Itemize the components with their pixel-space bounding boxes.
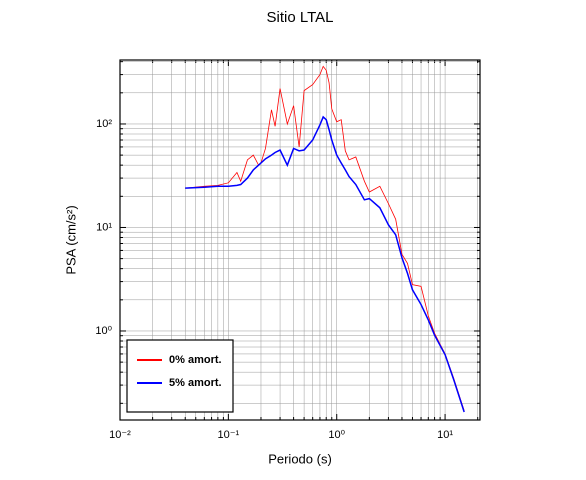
legend-label: 5% amort. — [169, 377, 222, 389]
series-line — [185, 115, 465, 413]
y-axis-label: PSA (cm/s²) — [63, 205, 78, 274]
series-line — [185, 65, 465, 411]
y-tick-label: 10¹ — [96, 221, 112, 233]
y-tick-label: 10² — [96, 118, 112, 130]
x-axis-label: Periodo (s) — [268, 451, 332, 466]
legend-box — [126, 339, 234, 413]
x-tick-label: 10⁰ — [328, 429, 345, 441]
chart-title: Sitio LTAL — [267, 9, 334, 26]
x-tick-label: 10⁻¹ — [218, 429, 240, 441]
legend-label: 0% amort. — [169, 354, 222, 366]
x-tick-label: 10¹ — [437, 429, 453, 441]
x-tick-label: 10⁻² — [109, 429, 131, 441]
plot-frame — [119, 59, 481, 421]
y-tick-label: 10⁰ — [95, 325, 112, 337]
